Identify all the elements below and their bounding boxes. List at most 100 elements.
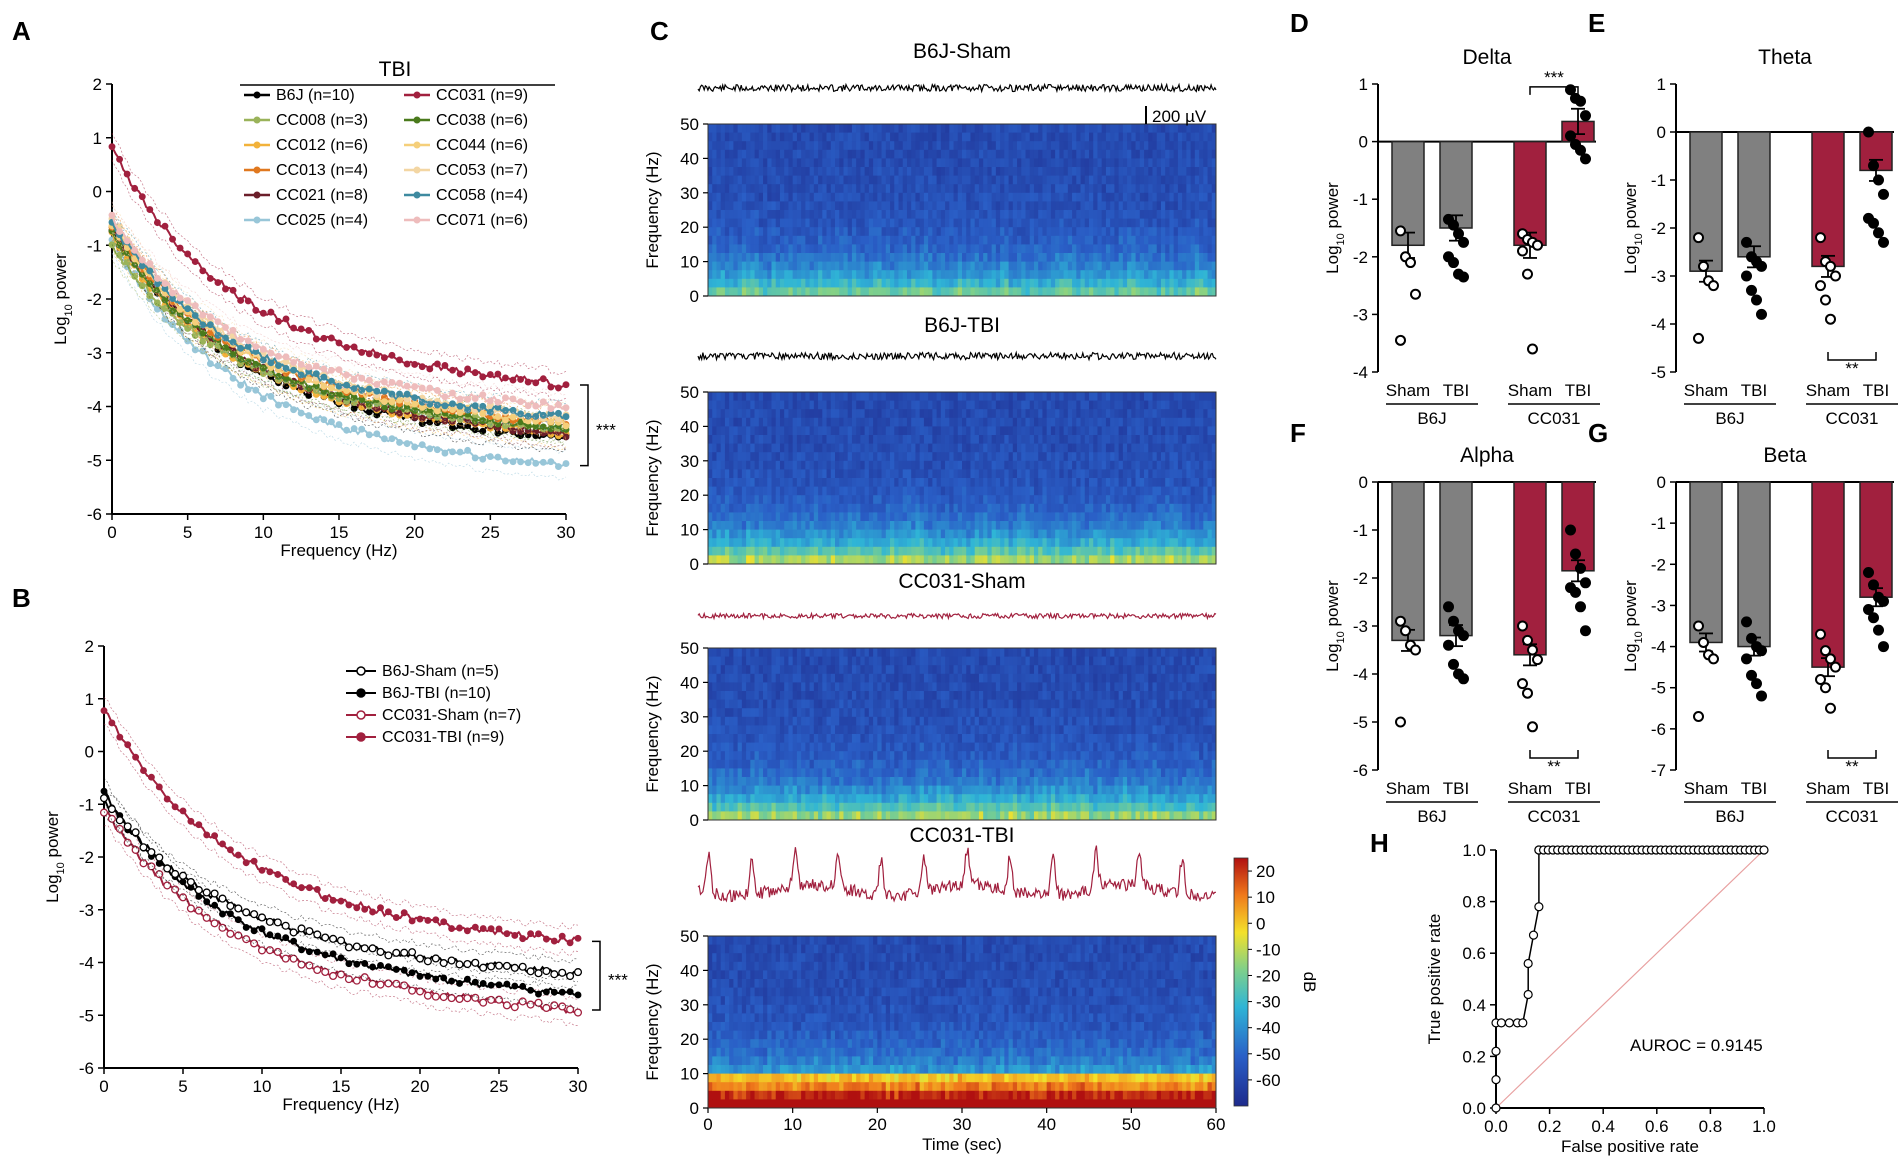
spectrogram-cell — [1012, 132, 1018, 142]
spectrogram-cell — [1131, 201, 1136, 211]
spectrogram-cell — [851, 512, 857, 522]
spectrogram-cell — [1029, 124, 1035, 133]
spectrogram-cell — [737, 184, 743, 194]
spectrogram-cell — [847, 521, 853, 530]
spectrogram-cell — [987, 400, 993, 410]
spectrogram-cell — [898, 486, 904, 496]
spectrogram-cell — [843, 460, 849, 470]
spectrogram-cell — [911, 287, 916, 297]
sem-band-upper — [103, 777, 579, 983]
spectrogram-cell — [949, 167, 954, 176]
spectrogram-cell — [729, 460, 734, 470]
spectrogram-cell — [1177, 132, 1183, 142]
spectrogram-cell — [991, 253, 997, 262]
spectrogram-cell — [906, 244, 912, 254]
spectrogram-cell — [974, 478, 980, 487]
spectrogram-cell — [843, 210, 849, 219]
spectrogram-cell — [1033, 244, 1039, 254]
spectrogram-cell — [1000, 443, 1005, 453]
spectrogram-cell — [940, 392, 946, 401]
spectrogram-cell — [945, 270, 950, 280]
spectrogram-cell — [801, 555, 806, 565]
spectrogram-cell — [911, 244, 916, 254]
spectrogram-cell — [1059, 184, 1064, 194]
spectrogram-cell — [923, 201, 929, 211]
legend-label: B6J-Sham (n=5) — [382, 663, 499, 680]
spectrogram-cell — [1008, 175, 1014, 185]
spectrogram-cell — [763, 270, 768, 280]
spectrogram-cell — [890, 141, 895, 151]
spectrogram-cell — [733, 400, 739, 410]
spectrogram-cell — [1182, 141, 1187, 151]
spectrogram-cell — [1144, 141, 1149, 151]
spectrogram-cell — [1084, 235, 1090, 245]
spectrogram-cell — [1004, 261, 1009, 271]
spectrogram-cell — [1042, 124, 1048, 133]
spectrogram-cell — [809, 158, 815, 168]
spectrogram-cell — [1160, 201, 1166, 211]
spectrogram-cell — [1029, 244, 1035, 254]
spectrogram-cell — [940, 460, 946, 470]
spectrogram-cell — [911, 192, 916, 202]
spectrogram-cell — [923, 141, 929, 151]
series-point — [320, 365, 328, 373]
spectrogram-cell — [966, 218, 971, 228]
spectrogram-cell — [1072, 270, 1077, 280]
spectrogram-cell — [911, 417, 916, 427]
spectrogram-cell — [1050, 124, 1056, 133]
spectrogram-cell — [708, 149, 713, 159]
spectrogram-cell — [995, 253, 1001, 262]
legend-label: CC008 (n=3) — [276, 112, 368, 129]
spectrogram-cell — [720, 253, 726, 262]
panel-label-e: E — [1588, 8, 1605, 38]
spectrogram-cell — [902, 478, 908, 487]
spectrogram-cell — [822, 503, 827, 513]
series-point — [273, 947, 282, 956]
spectrogram-cell — [1021, 253, 1026, 262]
spectrogram-cell — [1017, 167, 1022, 176]
spectrogram-cell — [1148, 149, 1153, 159]
spectrogram-cell — [712, 529, 717, 539]
spectrogram-cell — [779, 287, 785, 297]
spectrogram-cell — [873, 495, 878, 505]
spectrogram-cell — [885, 184, 891, 194]
spectrogram-cell — [1059, 192, 1064, 202]
spectrogram-cell — [1127, 141, 1132, 151]
spectrogram-cell — [754, 478, 760, 487]
spectrogram-cell — [1046, 192, 1052, 202]
spectrogram-cell — [953, 124, 959, 133]
spectrogram-cell — [763, 460, 768, 470]
spectrogram-cell — [775, 201, 781, 211]
spectrogram-cell — [716, 409, 722, 419]
spectrogram-cell — [712, 210, 717, 219]
spectrogram-cell — [894, 426, 899, 436]
spectrogram-cell — [1050, 261, 1056, 271]
spectrogram-cell — [860, 546, 866, 556]
spectrogram-cell — [911, 512, 916, 522]
spectrogram-cell — [835, 278, 840, 288]
spectrogram-cell — [784, 538, 789, 548]
spectrogram-cell — [962, 287, 967, 297]
spectrogram-cell — [779, 253, 785, 262]
spectrogram-cell — [750, 149, 755, 159]
spectrogram-cell — [1093, 270, 1098, 280]
spectrogram-cell — [1008, 141, 1014, 151]
spectrogram-cell — [966, 158, 971, 168]
spectrogram-cell — [1110, 278, 1115, 288]
spectrogram-cell — [801, 546, 806, 556]
spectrogram-cell — [962, 227, 967, 237]
spectrogram-cell — [1177, 218, 1183, 228]
spectrogram-cell — [822, 546, 827, 556]
spectrogram-cell — [877, 218, 882, 228]
spectrogram-cell — [1021, 210, 1026, 219]
spectrogram-cell — [945, 158, 950, 168]
spectrogram-cell — [873, 452, 878, 462]
spectrogram-cell — [983, 409, 988, 419]
spectrogram-cell — [953, 443, 959, 453]
spectrogram-cell — [1144, 149, 1149, 159]
spectrogram-cell — [758, 495, 764, 505]
spectrogram-cell — [724, 227, 730, 237]
spectrogram-cell — [945, 512, 950, 522]
spectrogram-cell — [902, 235, 908, 245]
spectrogram-cell — [830, 392, 836, 401]
